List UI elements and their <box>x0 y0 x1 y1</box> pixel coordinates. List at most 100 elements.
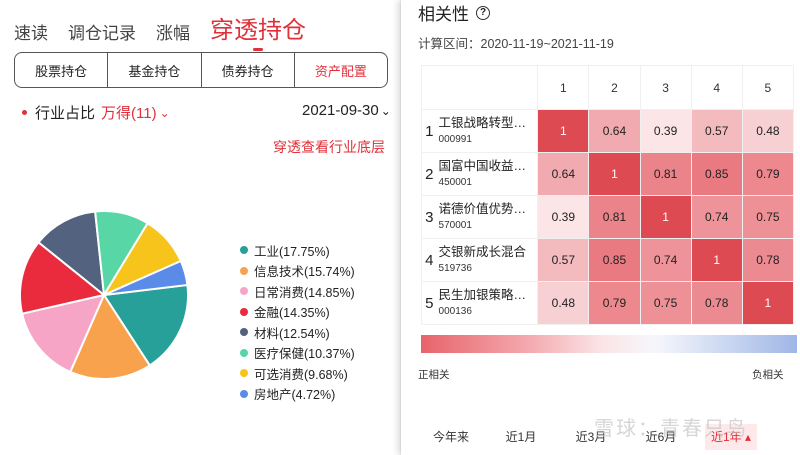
holdings-segment-control: 股票持仓 基金持仓 债券持仓 资产配置 <box>14 52 388 88</box>
matrix-row: 1 工银战略转型… 000991 1 0.64 0.39 0.57 0.48 <box>420 109 795 153</box>
correlation-cell: 0.64 <box>588 109 641 153</box>
legend-swatch <box>240 246 248 255</box>
legend-label: 金融(14.35%) <box>254 306 330 321</box>
matrix-row: 4 交银新成长混合 519736 0.57 0.85 0.74 1 0.78 <box>420 238 795 282</box>
fund-name: 交银新成长混合 <box>438 245 527 259</box>
row-index: 4 <box>420 238 437 282</box>
matrix-corner <box>420 65 539 110</box>
legend-swatch <box>240 287 248 296</box>
segment-fund-holdings[interactable]: 基金持仓 <box>108 53 202 87</box>
legend-label: 医疗保健(10.37%) <box>254 347 355 362</box>
fund-cell[interactable]: 交银新成长混合 519736 <box>436 238 539 282</box>
correlation-cell: 1 <box>639 195 692 239</box>
correlation-title-text: 相关性 <box>418 5 469 24</box>
segment-stock-holdings[interactable]: 股票持仓 <box>15 53 109 87</box>
fund-name: 诺德价值优势… <box>438 202 527 216</box>
correlation-cell: 0.79 <box>741 152 795 196</box>
matrix-column-header: 5 <box>741 65 795 110</box>
fund-cell[interactable]: 工银战略转型… 000991 <box>436 109 539 153</box>
correlation-cell: 1 <box>537 109 590 153</box>
correlation-cell: 1 <box>741 281 795 325</box>
range-tab[interactable]: 今年来 <box>432 430 469 444</box>
tab-gain[interactable]: 涨幅 <box>156 24 190 43</box>
fund-cell[interactable]: 民生加银策略… 000136 <box>436 281 539 325</box>
segment-asset-allocation[interactable]: 资产配置 <box>314 63 367 79</box>
correlation-cell: 0.81 <box>639 152 692 196</box>
tab-speed-read[interactable]: 速读 <box>14 24 48 43</box>
report-date-dropdown[interactable]: 2021-09-30 ⌄ <box>302 102 391 119</box>
correlation-cell: 0.64 <box>537 152 590 196</box>
tab-look-through-label: 穿透持仓 <box>210 17 306 44</box>
correlation-cell: 0.48 <box>537 281 590 325</box>
report-date-value: 2021-09-30 <box>302 102 379 119</box>
pie-slice-3 <box>19 240 107 315</box>
top-tabs: 速读 调仓记录 涨幅 穿透持仓 <box>14 10 326 51</box>
legend-item: 医疗保健(10.37%) <box>240 343 355 364</box>
legend-item: 材料(12.54%) <box>240 322 355 343</box>
legend-item: 可选消费(9.68%) <box>240 363 355 384</box>
range-tab[interactable]: 近1年 ▴ <box>705 423 757 450</box>
legend-swatch <box>240 266 248 275</box>
correlation-cell: 0.75 <box>741 195 795 239</box>
fund-code: 450001 <box>438 177 472 188</box>
row-index: 2 <box>420 152 437 196</box>
matrix-column-header: 1 <box>537 65 590 110</box>
chevron-down-icon: ⌄ <box>380 104 391 118</box>
correlation-cell: 0.78 <box>741 238 795 282</box>
range-tab[interactable]: 近3月 <box>575 430 607 444</box>
fund-name: 国富中国收益… <box>438 159 527 173</box>
matrix-column-header: 3 <box>639 65 692 110</box>
matrix-column-header: 4 <box>690 65 743 110</box>
question-mark-icon[interactable]: ? <box>476 5 490 20</box>
legend-item: 工业(17.75%) <box>240 240 355 261</box>
fund-code: 570001 <box>438 220 472 231</box>
correlation-cell: 0.39 <box>639 109 692 153</box>
range-tab[interactable]: 近1月 <box>505 430 537 444</box>
segment-bond-holdings[interactable]: 债券持仓 <box>202 53 295 87</box>
pie-legend: 工业(17.75%) 信息技术(15.74%) 日常消费(14.85%) 金融(14.… <box>240 240 355 404</box>
row-index: 5 <box>420 281 437 325</box>
pie-slice-7 <box>103 259 189 296</box>
legend-swatch <box>240 369 248 378</box>
correlation-cell: 0.39 <box>537 195 590 239</box>
legend-swatch <box>240 307 248 316</box>
industry-share-label: 行业占比 <box>35 105 96 122</box>
correlation-cell: 0.57 <box>537 238 590 282</box>
bullet-dot <box>22 110 27 115</box>
fund-cell[interactable]: 国富中国收益… 450001 <box>436 152 539 196</box>
legend-label: 工业(17.75%) <box>254 244 330 259</box>
legend-label: 日常消费(14.85%) <box>254 285 355 300</box>
correlation-cell: 0.48 <box>741 109 795 153</box>
fund-cell[interactable]: 诺德价值优势… 570001 <box>436 195 539 239</box>
calculation-period: 计算区间：2020-11-19~2021-11-19 <box>418 37 614 51</box>
fund-code: 000136 <box>438 306 472 317</box>
chevron-down-icon[interactable]: ⌄ <box>159 105 170 120</box>
pie-slice-2 <box>20 293 106 374</box>
correlation-cell: 0.57 <box>690 109 743 153</box>
correlation-cell: 1 <box>588 152 641 196</box>
correlation-cell: 0.74 <box>639 238 692 282</box>
legend-label: 可选消费(9.68%) <box>254 367 348 382</box>
left-panel: 速读 调仓记录 涨幅 穿透持仓 股票持仓 基金持仓 债券持仓 资产配置 行业占比… <box>0 0 400 455</box>
correlation-cell: 1 <box>690 238 743 282</box>
correlation-color-scale <box>421 335 797 353</box>
correlation-cell: 0.85 <box>588 238 641 282</box>
correlation-cell: 0.85 <box>690 152 743 196</box>
tab-rebalance-records[interactable]: 调仓记录 <box>68 24 136 43</box>
view-industry-underlying-link[interactable]: 穿透查看行业底层 <box>273 139 385 155</box>
correlation-cell: 0.74 <box>690 195 743 239</box>
row-index: 3 <box>420 195 437 239</box>
range-tab[interactable]: 近6月 <box>645 430 677 444</box>
row-index: 1 <box>420 109 437 153</box>
fund-name: 民生加银策略… <box>438 288 527 302</box>
tab-look-through-holdings[interactable]: 穿透持仓 <box>210 16 306 51</box>
matrix-column-header: 2 <box>588 65 641 110</box>
pie-slice-1 <box>68 292 152 380</box>
pie-slice-0 <box>102 283 189 367</box>
industry-filter: 行业占比 万得(11) ⌄ <box>22 102 170 123</box>
legend-item: 房地产(4.72%) <box>240 384 355 405</box>
industry-pie-chart <box>19 210 189 380</box>
industry-source-dropdown[interactable]: 万得(11) <box>101 105 157 122</box>
legend-label: 房地产(4.72%) <box>254 388 336 403</box>
